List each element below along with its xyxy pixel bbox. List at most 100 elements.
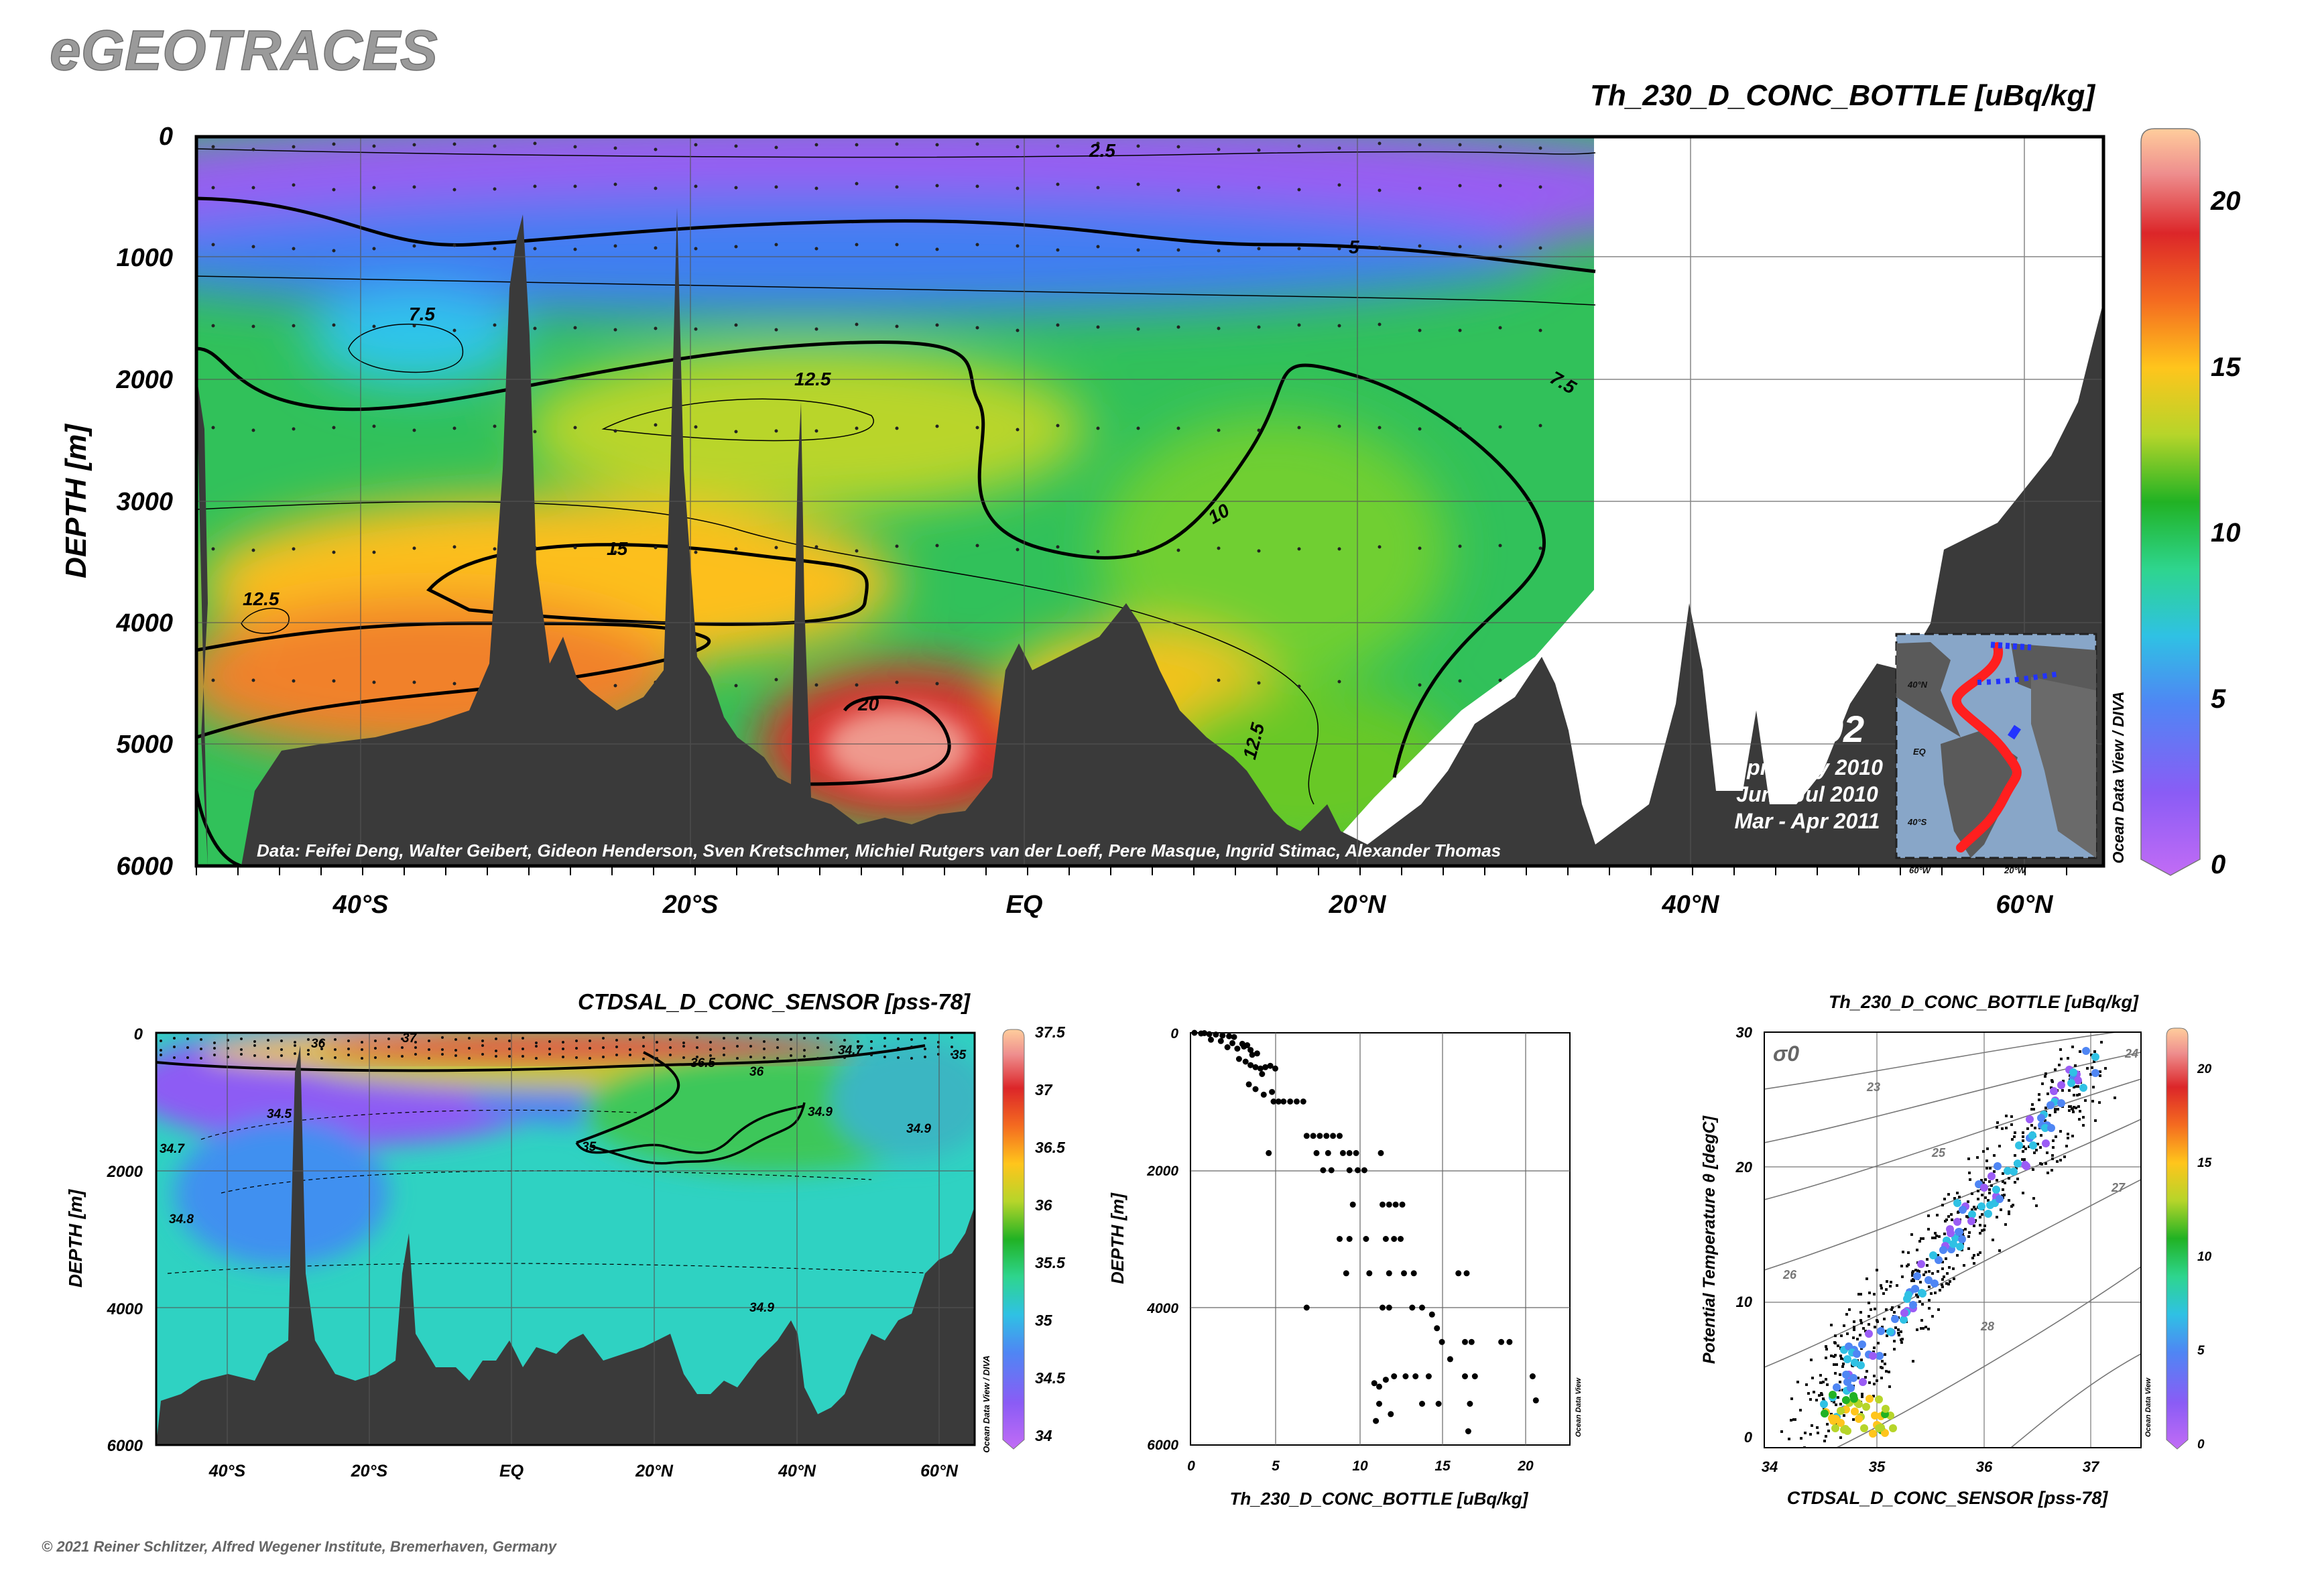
profile-point	[1260, 1091, 1267, 1098]
sample-dot	[855, 426, 859, 430]
sample-dot	[656, 1049, 658, 1052]
ts-sample	[1916, 1328, 1918, 1331]
x-tick-label: 20	[1517, 1458, 1534, 1474]
sample-dot	[843, 1056, 846, 1059]
profile-point	[1425, 1373, 1432, 1379]
ts-sample	[1841, 1365, 1844, 1368]
ts-plot: 23 24 25 26 27 28 σ0	[1764, 1032, 2141, 1448]
sample-dot	[1458, 143, 1462, 147]
x-tick-label: 37	[2083, 1458, 2100, 1475]
sample-dot	[292, 324, 296, 328]
sample-dot	[493, 187, 497, 191]
profile-point	[1465, 1428, 1471, 1434]
y-tick-label: 20	[1735, 1159, 1753, 1176]
colorbar-tick: 36	[1035, 1196, 1052, 1214]
sample-dot	[1498, 544, 1502, 548]
ts-point	[1875, 1395, 1883, 1403]
ts-sample	[1977, 1198, 1979, 1200]
ts-sample	[1983, 1225, 1986, 1227]
sample-dot	[441, 1036, 444, 1039]
ts-sample	[1982, 1150, 1985, 1153]
sample-dot	[654, 423, 658, 427]
sample-dot	[883, 1056, 886, 1058]
ts-sample	[1920, 1237, 1922, 1240]
sample-dot	[573, 184, 577, 188]
sample-dot	[1297, 144, 1301, 148]
sample-dot	[292, 679, 296, 683]
sample-dot	[870, 1047, 873, 1050]
ts-sample	[1870, 1308, 1872, 1311]
ts-sample	[1936, 1214, 1939, 1216]
ts-sample	[1825, 1378, 1827, 1381]
ts-point	[2042, 1139, 2050, 1147]
profile-point	[1467, 1401, 1473, 1407]
ts-point	[1858, 1340, 1866, 1348]
sample-dot	[481, 1040, 484, 1042]
ts-sample	[1891, 1306, 1894, 1309]
ts-point	[1862, 1403, 1870, 1411]
sample-dot	[790, 1038, 792, 1041]
ts-point	[2074, 1076, 2082, 1084]
sample-dot	[468, 1047, 471, 1050]
colorbar-tick: 15	[2197, 1156, 2212, 1170]
sample-dot	[548, 1053, 551, 1056]
sample-dot	[774, 243, 778, 247]
sample-dot	[211, 186, 215, 190]
ts-point	[1866, 1395, 1874, 1403]
sample-dot	[575, 1040, 578, 1042]
ts-sample	[1922, 1237, 1924, 1240]
colorbar-tick: 20	[2210, 186, 2241, 216]
ts-sample	[2054, 1111, 2057, 1113]
ts-sample	[2058, 1064, 2061, 1066]
ts-sample	[2094, 1119, 2097, 1122]
sample-dot	[855, 143, 859, 147]
sample-dot	[814, 327, 818, 331]
ts-sample	[2074, 1064, 2077, 1067]
sample-dot	[361, 1048, 363, 1051]
ts-sample	[2008, 1212, 2010, 1215]
ts-sample	[2082, 1116, 2085, 1119]
ts-point	[1953, 1199, 1961, 1207]
sample-dot	[935, 247, 939, 251]
sample-dot	[468, 1057, 471, 1060]
sample-dot	[613, 182, 617, 186]
sample-dot	[723, 1054, 725, 1056]
ts-point	[1829, 1391, 1837, 1399]
sample-dot	[211, 426, 215, 430]
sample-dot	[372, 247, 376, 251]
ts-sample	[1926, 1258, 1929, 1261]
profile-point	[1388, 1411, 1394, 1418]
sample-dot	[682, 1042, 685, 1044]
sample-dot	[895, 426, 899, 430]
ts-sample	[1822, 1397, 1825, 1400]
ts-point	[1843, 1355, 1851, 1363]
sample-dot	[814, 247, 818, 251]
sample-dot	[694, 143, 698, 147]
profile-point	[1410, 1270, 1417, 1277]
y-tick-label: 2000	[107, 1163, 143, 1181]
ts-point	[1889, 1424, 1897, 1432]
contour-label: 12.5	[794, 369, 831, 389]
sample-dot	[857, 1040, 859, 1043]
sample-dot	[736, 1045, 739, 1048]
isopycnal-label: 28	[1980, 1320, 1994, 1333]
sample-dot	[734, 547, 738, 551]
profile-point	[1262, 1064, 1269, 1070]
ts-sample	[1948, 1266, 1951, 1269]
sample-dot	[642, 1036, 645, 1039]
sample-dot	[1016, 548, 1020, 552]
main-section-plot: 2.5 5 7.5 12.5 7.5 10 15 12.5 20 12.5 Da…	[196, 137, 2103, 866]
sample-dot	[267, 1056, 269, 1058]
sample-dot	[240, 1048, 243, 1051]
ts-sample	[2048, 1114, 2051, 1117]
profile-point	[1249, 1052, 1256, 1058]
sample-dot	[1217, 326, 1221, 330]
ts-point	[1855, 1400, 1863, 1408]
ts-sample	[1967, 1157, 1970, 1160]
ts-sample	[1873, 1383, 1876, 1385]
ts-sample	[1957, 1211, 1959, 1214]
ts-sample	[2002, 1180, 2004, 1183]
ts-sample	[2010, 1115, 2013, 1118]
profile-point	[1300, 1099, 1306, 1105]
